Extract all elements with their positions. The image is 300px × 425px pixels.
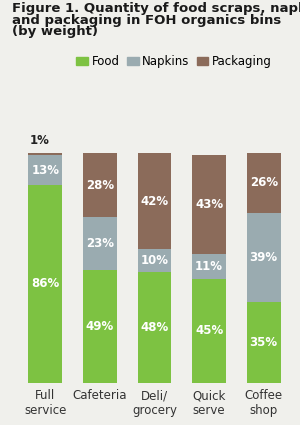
- Bar: [28, 185, 62, 382]
- Text: 23%: 23%: [86, 237, 114, 250]
- Text: 86%: 86%: [31, 278, 59, 290]
- Text: 43%: 43%: [195, 198, 223, 211]
- Bar: [192, 155, 226, 254]
- Bar: [192, 254, 226, 279]
- Bar: [138, 153, 171, 249]
- Text: 45%: 45%: [195, 324, 223, 337]
- Text: 48%: 48%: [140, 321, 169, 334]
- Text: 10%: 10%: [140, 255, 169, 267]
- Legend: Food, Napkins, Packaging: Food, Napkins, Packaging: [71, 51, 277, 73]
- Text: 42%: 42%: [140, 195, 169, 208]
- Bar: [138, 272, 171, 382]
- Text: Figure 1. Quantity of food scraps, napkins: Figure 1. Quantity of food scraps, napki…: [12, 2, 300, 15]
- Bar: [192, 279, 226, 382]
- Bar: [83, 153, 117, 217]
- Bar: [247, 153, 280, 212]
- Bar: [28, 155, 62, 185]
- Text: 49%: 49%: [86, 320, 114, 333]
- Bar: [247, 302, 280, 382]
- Text: 11%: 11%: [195, 260, 223, 273]
- Bar: [28, 153, 62, 155]
- Text: 1%: 1%: [30, 134, 50, 147]
- Bar: [247, 212, 280, 302]
- Text: and packaging in FOH organics bins: and packaging in FOH organics bins: [12, 14, 281, 27]
- Text: 26%: 26%: [250, 176, 278, 189]
- Text: 28%: 28%: [86, 178, 114, 192]
- Text: 35%: 35%: [250, 336, 278, 349]
- Bar: [83, 217, 117, 270]
- Text: 39%: 39%: [250, 251, 278, 264]
- Text: (by weight): (by weight): [12, 25, 98, 38]
- Text: 13%: 13%: [31, 164, 59, 177]
- Bar: [83, 270, 117, 382]
- Bar: [138, 249, 171, 272]
